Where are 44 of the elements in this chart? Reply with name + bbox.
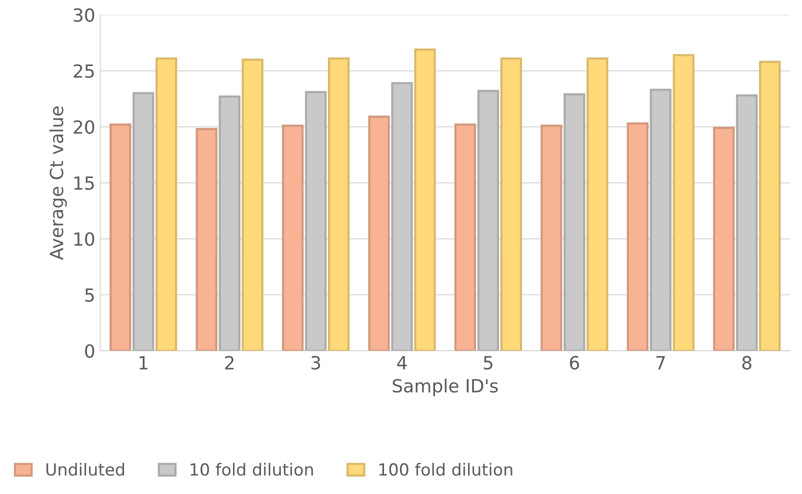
bar bbox=[564, 93, 586, 351]
bar bbox=[304, 91, 327, 351]
bar bbox=[672, 54, 694, 351]
bar bbox=[368, 116, 390, 351]
bar bbox=[500, 57, 522, 351]
bar bbox=[110, 124, 132, 351]
y-tick-label: 10 bbox=[74, 232, 94, 246]
bar bbox=[736, 94, 758, 351]
x-tick-label: 8 bbox=[742, 356, 752, 370]
bar bbox=[196, 128, 218, 351]
y-tick-label: 30 bbox=[74, 8, 94, 22]
bar bbox=[328, 57, 350, 351]
x-tick-label: 1 bbox=[140, 356, 148, 370]
legend-label: Undiluted bbox=[46, 462, 124, 476]
x-tick-label: 5 bbox=[484, 356, 492, 370]
x-tick-label: 6 bbox=[570, 356, 580, 370]
x-axis-title: Sample ID's bbox=[392, 378, 498, 396]
bar bbox=[650, 88, 672, 351]
y-tick-label: 15 bbox=[74, 176, 94, 190]
legend-label: 10 fold dilution bbox=[190, 462, 313, 476]
bar bbox=[242, 58, 264, 351]
bar bbox=[477, 90, 500, 351]
bar bbox=[540, 124, 562, 351]
legend-label: 100 fold dilution bbox=[379, 462, 512, 476]
bar bbox=[713, 126, 735, 351]
bar bbox=[156, 57, 178, 351]
bar bbox=[391, 82, 413, 351]
bar bbox=[626, 122, 648, 351]
y-tick-label: 25 bbox=[74, 64, 94, 78]
y-axis-title: Average Ct value bbox=[49, 106, 67, 260]
y-tick-label: 20 bbox=[74, 120, 94, 134]
y-tick-label: 5 bbox=[85, 288, 94, 302]
x-tick-label: 4 bbox=[397, 356, 407, 370]
bar bbox=[759, 60, 781, 351]
bar bbox=[282, 124, 304, 351]
bar bbox=[218, 96, 240, 351]
x-tick-label: 7 bbox=[656, 356, 665, 370]
bar bbox=[414, 48, 436, 351]
bar bbox=[586, 57, 608, 351]
y-tick-label: 0 bbox=[85, 344, 94, 358]
x-tick-label: 2 bbox=[225, 356, 234, 370]
bar bbox=[454, 124, 476, 351]
bar bbox=[132, 92, 154, 351]
x-tick-label: 3 bbox=[311, 356, 320, 370]
